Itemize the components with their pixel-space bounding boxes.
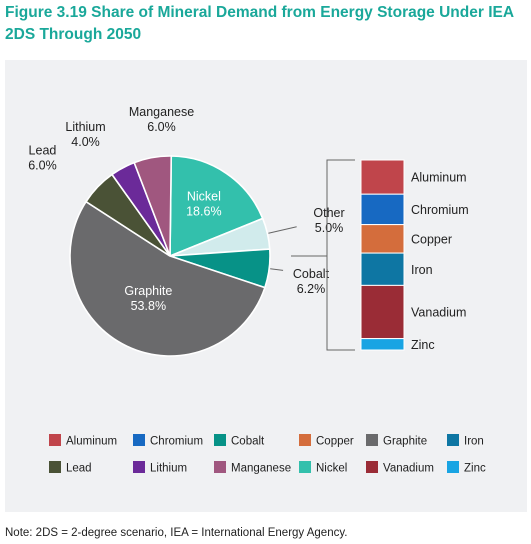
legend-item-aluminum: Aluminum <box>49 434 117 448</box>
slice-label-other: Other 5.0% <box>313 206 344 235</box>
bar-segment-copper <box>360 224 405 254</box>
legend-label-lead: Lead <box>66 463 92 475</box>
pie-chart: Nickel 18.6% Graphite 53.8% Manganese 6.0% Lit… <box>28 105 486 475</box>
legend-item-lithium: Lithium <box>133 461 187 475</box>
legend-swatch-cobalt <box>214 434 226 446</box>
legend-item-manganese: Manganese <box>214 461 291 475</box>
pie-slice-manganese <box>133 155 173 257</box>
bar-segment-zinc <box>360 338 405 351</box>
legend-swatch-chromium <box>133 434 145 446</box>
legend-item-nickel: Nickel <box>299 461 347 475</box>
bar-segment-chromium <box>360 193 405 226</box>
legend-swatch-manganese <box>214 461 226 473</box>
legend-label-zinc: Zinc <box>464 463 486 475</box>
slice-label-nickel: Nickel 18.6% <box>186 189 221 218</box>
legend-label-cobalt: Cobalt <box>231 436 265 448</box>
legend-swatch-vanadium <box>366 461 378 473</box>
legend-swatch-lithium <box>133 461 145 473</box>
leader-line-cobalt <box>270 268 284 271</box>
legend-item-chromium: Chromium <box>133 434 203 448</box>
legend-item-vanadium: Vanadium <box>366 461 434 475</box>
legend-swatch-graphite <box>366 434 378 446</box>
slice-label-cobalt: Cobalt 6.2% <box>293 267 330 296</box>
legend-label-copper: Copper <box>316 436 354 448</box>
slice-label-manganese: Manganese 6.0% <box>129 105 194 134</box>
legend-swatch-lead <box>49 461 61 473</box>
bar-label-copper: Copper <box>411 232 452 246</box>
legend-item-copper: Copper <box>299 434 354 448</box>
legend-swatch-nickel <box>299 461 311 473</box>
legend-label-chromium: Chromium <box>150 436 203 448</box>
slice-label-lithium: Lithium 4.0% <box>65 120 105 149</box>
pie-labels: Nickel 18.6% Graphite 53.8% Manganese 6.0% Lit… <box>28 105 344 313</box>
legend-item-zinc: Zinc <box>447 461 486 475</box>
leader-line-other <box>268 226 297 234</box>
bar-label-vanadium: Vanadium <box>411 306 466 320</box>
legend-item-cobalt: Cobalt <box>214 434 265 448</box>
legend-label-manganese: Manganese <box>231 463 291 475</box>
pie-slice-graphite <box>69 200 266 357</box>
legend-label-lithium: Lithium <box>150 463 187 475</box>
legend-swatch-iron <box>447 434 459 446</box>
pie-slice-nickel <box>169 155 264 258</box>
other-breakdown-bar: Aluminum Chromium Copper Iron Vanadium Zinc <box>291 159 469 352</box>
legend-label-aluminum: Aluminum <box>66 436 117 448</box>
legend-label-nickel: Nickel <box>316 463 347 475</box>
slice-label-lead: Lead 6.0% <box>28 144 57 173</box>
legend-swatch-aluminum <box>49 434 61 446</box>
legend-swatch-zinc <box>447 461 459 473</box>
bar-segment-aluminum <box>360 159 405 195</box>
bracket <box>326 159 355 351</box>
legend-label-iron: Iron <box>464 436 484 448</box>
bar-segment-vanadium <box>360 284 405 340</box>
legend: Aluminum Chromium Cobalt Copper Graphite Iron… <box>49 434 486 475</box>
legend-item-lead: Lead <box>49 461 92 475</box>
legend-item-graphite: Graphite <box>366 434 427 448</box>
chart-panel: Nickel 18.6% Graphite 53.8% Manganese 6.0% Lit… <box>5 60 527 512</box>
bar-label-zinc: Zinc <box>411 338 435 352</box>
chart-title: Figure 3.19 Share of Mineral Demand from… <box>5 4 514 43</box>
bar-label-chromium: Chromium <box>411 203 469 217</box>
footnote: Note: 2DS = 2-degree scenario, IEA = Int… <box>5 527 348 539</box>
bar-label-aluminum: Aluminum <box>411 171 467 185</box>
legend-item-iron: Iron <box>447 434 484 448</box>
pie <box>69 155 271 357</box>
legend-swatch-copper <box>299 434 311 446</box>
bar-label-iron: Iron <box>411 263 433 277</box>
bar-segment-iron <box>360 252 405 286</box>
legend-label-vanadium: Vanadium <box>383 463 434 475</box>
slice-label-graphite: Graphite 53.8% <box>124 284 172 313</box>
legend-label-graphite: Graphite <box>383 436 427 448</box>
